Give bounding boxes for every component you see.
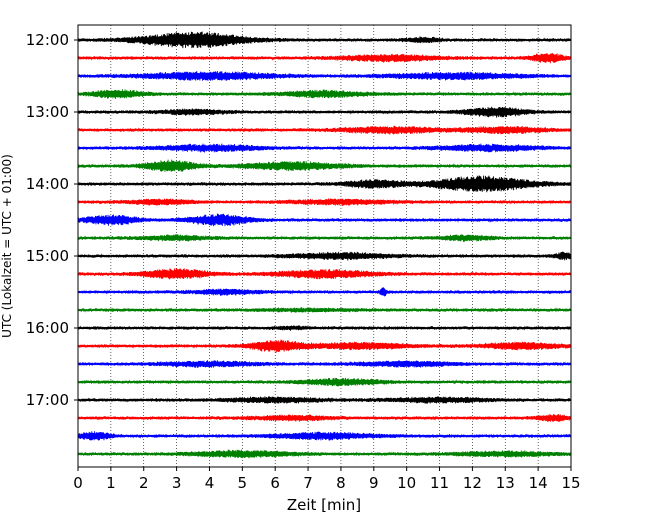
trace-1430 (77, 213, 572, 227)
trace-1630 (77, 360, 572, 368)
x-tick-label-0: 0 (73, 474, 83, 492)
trace-1400 (77, 175, 572, 193)
x-tick-label-6: 6 (270, 474, 280, 492)
x-tick-label-8: 8 (336, 474, 346, 492)
y-axis-label: UTC (Lokalzeit = UTC + 01:00) (0, 154, 14, 338)
y-tick-label-2: 14:00 (26, 175, 69, 193)
y-tick-label-5: 17:00 (26, 391, 69, 409)
trace-1515 (77, 268, 572, 280)
trace-1700 (77, 396, 572, 404)
trace-1600 (77, 325, 572, 331)
y-tick-label-4: 16:00 (26, 319, 69, 337)
x-tick-label-3: 3 (172, 474, 182, 492)
trace-1245 (77, 89, 572, 99)
trace-1415 (77, 198, 572, 206)
trace-1715 (77, 414, 572, 422)
trace-1345 (77, 159, 572, 172)
trace-1645 (77, 377, 572, 387)
x-tick-label-5: 5 (238, 474, 248, 492)
trace-1500 (77, 251, 572, 261)
trace-1215 (77, 53, 572, 64)
x-axis-label: Zeit [min] (287, 496, 361, 514)
trace-1230 (77, 71, 572, 81)
x-tick-label-4: 4 (205, 474, 215, 492)
trace-1315 (77, 125, 572, 135)
x-tick-label-10: 10 (397, 474, 416, 492)
y-tick-label-3: 15:00 (26, 247, 69, 265)
y-tick-label-1: 13:00 (26, 103, 69, 121)
trace-1445 (77, 234, 572, 242)
trace-1330 (77, 143, 572, 153)
x-tick-label-7: 7 (303, 474, 313, 492)
x-tick-label-14: 14 (529, 474, 548, 492)
x-tick-label-13: 13 (496, 474, 515, 492)
y-tick-label-0: 12:00 (26, 31, 69, 49)
trace-1530 (77, 287, 572, 297)
x-axis-ticks: 0 1 2 3 4 5 6 7 8 9 10 11 12 13 14 15 (73, 467, 581, 492)
trace-1200 (77, 31, 572, 49)
x-tick-label-12: 12 (463, 474, 482, 492)
x-tick-label-2: 2 (139, 474, 149, 492)
trace-group (77, 31, 572, 459)
x-tick-label-1: 1 (106, 474, 116, 492)
x-tick-label-9: 9 (369, 474, 379, 492)
x-tick-label-15: 15 (561, 474, 580, 492)
x-tick-label-11: 11 (430, 474, 449, 492)
y-axis-ticks: 12:00 13:00 14:00 15:00 16:00 17:00 (26, 31, 78, 409)
trace-1300 (77, 106, 572, 118)
trace-1745 (77, 449, 572, 459)
trace-1615 (77, 339, 572, 353)
trace-1545 (77, 307, 572, 313)
plot-frame (77, 24, 572, 468)
trace-1730 (77, 431, 572, 441)
